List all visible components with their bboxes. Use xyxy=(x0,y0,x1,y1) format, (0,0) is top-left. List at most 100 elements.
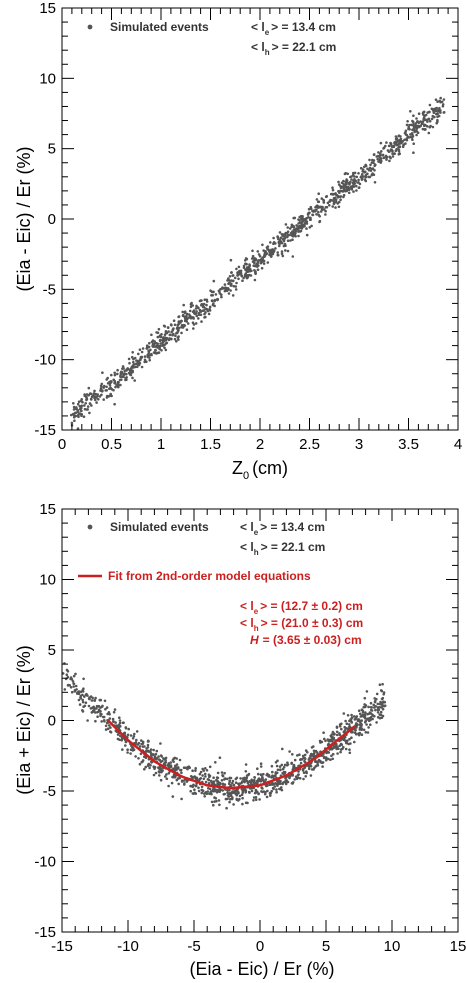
bottom-data-point xyxy=(155,749,159,753)
bottom-data-point xyxy=(245,779,249,783)
top-data-point xyxy=(396,139,400,142)
top-data-point xyxy=(262,262,266,265)
bottom-data-point xyxy=(202,777,206,781)
bottom-data-point xyxy=(240,793,244,796)
top-data-point xyxy=(149,348,152,352)
bottom-data-point xyxy=(312,768,315,771)
bottom-data-point xyxy=(376,716,380,719)
top-data-point xyxy=(76,410,80,413)
top-data-point xyxy=(436,100,439,103)
top-data-point xyxy=(291,255,295,258)
bottom-data-point xyxy=(204,775,207,778)
top-data-point xyxy=(339,198,342,201)
top-data-point xyxy=(155,352,158,355)
top-data-point xyxy=(276,253,280,257)
top-data-point xyxy=(409,135,413,139)
bottom-data-point xyxy=(320,761,324,764)
top-data-point xyxy=(244,268,247,272)
bottom-data-point xyxy=(72,685,75,688)
top-data-point xyxy=(77,400,81,404)
bottom-data-point xyxy=(375,697,378,701)
bottom-data-point xyxy=(350,716,354,719)
top-data-point xyxy=(272,236,275,240)
top-data-point xyxy=(199,313,203,317)
top-data-point xyxy=(260,260,264,264)
bottom-data-point xyxy=(316,761,319,765)
top-data-point xyxy=(133,379,136,382)
bottom-data-point xyxy=(369,723,372,726)
bottom-data-point xyxy=(244,770,248,773)
top-data-point xyxy=(100,385,103,388)
bottom-data-point xyxy=(113,708,117,711)
bottom-data-point xyxy=(216,771,220,775)
top-data-point xyxy=(428,103,432,107)
top-data-point xyxy=(181,310,184,314)
top-data-point xyxy=(339,184,342,188)
bottom-data-point xyxy=(259,765,263,768)
bottom-data-point xyxy=(133,732,136,736)
bottom-data-point xyxy=(207,778,211,782)
bottom-data-point xyxy=(112,710,116,714)
top-data-point xyxy=(154,349,157,352)
top-data-point xyxy=(334,200,338,204)
bottom-data-point xyxy=(250,786,254,790)
bottom-data-point xyxy=(158,774,161,777)
top-data-point xyxy=(75,406,78,409)
top-data-point xyxy=(133,356,137,360)
bottom-data-point xyxy=(86,719,89,722)
top-data-point xyxy=(407,127,410,131)
top-data-point xyxy=(112,388,115,392)
bottom-data-point xyxy=(329,758,332,761)
bottom-data-point xyxy=(141,742,145,745)
top-data-point xyxy=(337,205,341,209)
bottom-data-point xyxy=(200,791,204,795)
top-data-point xyxy=(162,324,166,328)
top-data-point xyxy=(157,351,160,355)
top-data-point xyxy=(220,295,223,299)
top-data-point xyxy=(325,205,329,209)
bottom-data-point xyxy=(253,781,256,784)
bottom-data-point xyxy=(261,776,264,780)
top-data-point xyxy=(241,279,244,283)
bottom-data-point xyxy=(74,684,78,688)
bottom-axis-ticks: -15 -10 -5 0 5 10 15 -15 -10 -5 0 5 10 15 xyxy=(34,501,466,955)
top-data-point xyxy=(164,348,168,352)
top-data-point xyxy=(157,327,161,331)
bottom-data-point xyxy=(193,788,196,791)
top-data-point xyxy=(368,166,372,170)
top-data-point xyxy=(432,107,436,111)
bottom-data-point xyxy=(324,739,327,743)
bottom-data-point xyxy=(94,696,97,700)
bottom-data-point xyxy=(129,752,132,755)
top-y-tick-label: 10 xyxy=(39,70,56,87)
bottom-data-point xyxy=(167,762,170,765)
bottom-data-point xyxy=(381,696,385,700)
top-data-point xyxy=(151,344,154,348)
top-data-point xyxy=(117,385,120,389)
bottom-data-point xyxy=(118,719,122,722)
top-data-point xyxy=(137,352,140,356)
bottom-data-point xyxy=(367,705,370,709)
bottom-data-point xyxy=(71,680,75,683)
top-data-point xyxy=(208,307,211,311)
bottom-data-point xyxy=(81,688,84,692)
top-data-point xyxy=(286,249,290,253)
bottom-data-point xyxy=(109,730,112,733)
top-data-point xyxy=(148,341,151,345)
top-data-point xyxy=(405,137,409,140)
top-data-point xyxy=(289,239,292,242)
top-data-point xyxy=(114,382,117,385)
bottom-data-point xyxy=(334,745,337,748)
bottom-data-point xyxy=(283,763,287,767)
bottom-data-point xyxy=(244,801,248,805)
top-data-point xyxy=(183,311,187,315)
top-data-point xyxy=(269,241,272,244)
top-data-point xyxy=(417,112,421,115)
bottom-data-point xyxy=(103,699,107,703)
bottom-data-point xyxy=(89,695,93,698)
top-data-point xyxy=(337,180,340,184)
top-data-point xyxy=(397,142,401,146)
top-data-point xyxy=(295,227,299,230)
top-data-point xyxy=(244,259,247,262)
top-data-point xyxy=(394,135,398,138)
